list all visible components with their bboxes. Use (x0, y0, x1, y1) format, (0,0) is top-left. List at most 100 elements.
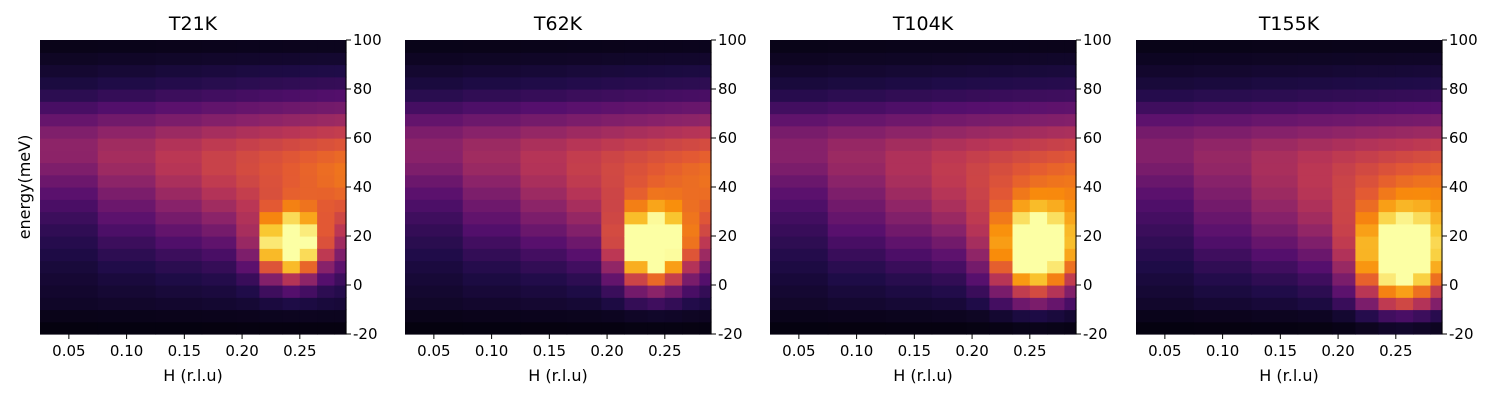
heatmap-cell (1251, 260, 1299, 274)
heatmap-cell (699, 138, 712, 151)
heatmap-cell (334, 285, 347, 298)
heatmap-cell (520, 76, 568, 90)
heatmap-cell (770, 125, 829, 139)
heatmap-cell (1297, 76, 1333, 90)
heatmap-cell (1413, 248, 1432, 262)
heatmap-cell (770, 174, 829, 188)
heatmap-cell (885, 174, 933, 188)
heatmap-cell (647, 297, 666, 311)
heatmap-cell (1136, 285, 1195, 298)
heatmap-cell (236, 321, 260, 335)
heatmap-cell (462, 211, 522, 225)
heatmap-cell (647, 76, 666, 90)
heatmap-cell (520, 150, 568, 164)
heatmap-cell (520, 64, 568, 78)
heatmap-cell (601, 199, 625, 213)
x-tick-label: 0.15 (533, 342, 566, 360)
y-tick-label: 80 (353, 80, 372, 98)
heatmap-cell (699, 40, 712, 53)
heatmap-cell (155, 64, 203, 78)
heatmap-cell (1355, 64, 1380, 78)
heatmap-cell (1355, 248, 1380, 262)
heatmap-cell (601, 64, 625, 78)
heatmap-cell (1193, 272, 1253, 286)
heatmap-cell (1395, 138, 1414, 151)
heatmap-cell (1332, 150, 1356, 164)
heatmap-cell (1064, 260, 1077, 274)
heatmap-cell (647, 40, 666, 53)
heatmap-cell (1297, 40, 1333, 53)
heatmap-cell (405, 174, 464, 188)
heatmap-cell (201, 125, 237, 139)
heatmap-cell (520, 223, 568, 237)
heatmap-cell (624, 309, 649, 323)
heatmap-cell (966, 150, 990, 164)
y-tick-label: 0 (1083, 276, 1093, 294)
heatmap-cell (601, 52, 625, 66)
heatmap-cell (1378, 297, 1397, 311)
heatmap-cell (1193, 321, 1253, 335)
heatmap-cell (931, 211, 967, 225)
heatmap-cell (647, 236, 666, 249)
heatmap-cell (966, 125, 990, 139)
heatmap-cell (1395, 272, 1414, 286)
heatmap-cell (282, 162, 301, 176)
heatmap-cell (1193, 125, 1253, 139)
heatmap-cell (601, 76, 625, 90)
heatmap-cell (1430, 236, 1443, 249)
heatmap-cell (989, 52, 1014, 66)
x-axis-label: H (r.l.u) (163, 366, 222, 385)
heatmap-cell (201, 272, 237, 286)
heatmap-cell (40, 309, 99, 323)
heatmap-cell (1193, 297, 1253, 311)
heatmap-cell (520, 260, 568, 274)
x-axis-ticks: 0.05 0.10 0.15 0.20 0.25 (417, 334, 682, 360)
heatmap-cell (317, 236, 336, 249)
heatmap-cell (699, 236, 712, 249)
heatmap-cell (282, 89, 301, 102)
y-tick-label: 100 (718, 31, 747, 49)
heatmap-cell (624, 150, 649, 164)
heatmap-cell (566, 211, 602, 225)
heatmap-cell (405, 125, 464, 139)
heatmap-cell (334, 150, 347, 164)
heatmap-cell (601, 125, 625, 139)
heatmap-cell (1378, 285, 1397, 298)
heatmap-cell (97, 40, 157, 53)
heatmap-cell (827, 174, 887, 188)
heatmap-cell (1193, 223, 1253, 237)
heatmap-cell (770, 309, 829, 323)
heatmap-cell (989, 260, 1014, 274)
heatmap-cell (770, 223, 829, 237)
heatmap-cell (566, 321, 602, 335)
heatmap-cell (299, 187, 318, 200)
heatmap-cell (1355, 138, 1380, 151)
heatmap-cell (201, 260, 237, 274)
heatmap-cell (520, 113, 568, 127)
heatmap-cell (1430, 297, 1443, 311)
heatmap-cell (1297, 199, 1333, 213)
heatmap-cell (1378, 138, 1397, 151)
heatmap-cell (1251, 309, 1299, 323)
heatmap-cell (647, 150, 666, 164)
heatmap-cell (601, 211, 625, 225)
x-tick-label: 0.25 (1379, 342, 1412, 360)
heatmap-cell (201, 187, 237, 200)
heatmap-cell (989, 297, 1014, 311)
heatmap-cell (601, 138, 625, 151)
heatmap-cell (624, 76, 649, 90)
heatmap-cell (282, 199, 301, 213)
heatmap-cell (647, 113, 666, 127)
heatmap-cell (462, 125, 522, 139)
heatmap-cell (40, 150, 99, 164)
heatmap-cell (1413, 272, 1432, 286)
heatmap-cell (201, 150, 237, 164)
heatmap-cell (1430, 150, 1443, 164)
heatmap-cell (1413, 187, 1432, 200)
heatmap-cell (1297, 211, 1333, 225)
heatmap-cell (1064, 223, 1077, 237)
heatmap-cell (699, 89, 712, 102)
heatmap-cell (282, 52, 301, 66)
heatmap-cell (236, 309, 260, 323)
heatmap-cell (155, 211, 203, 225)
